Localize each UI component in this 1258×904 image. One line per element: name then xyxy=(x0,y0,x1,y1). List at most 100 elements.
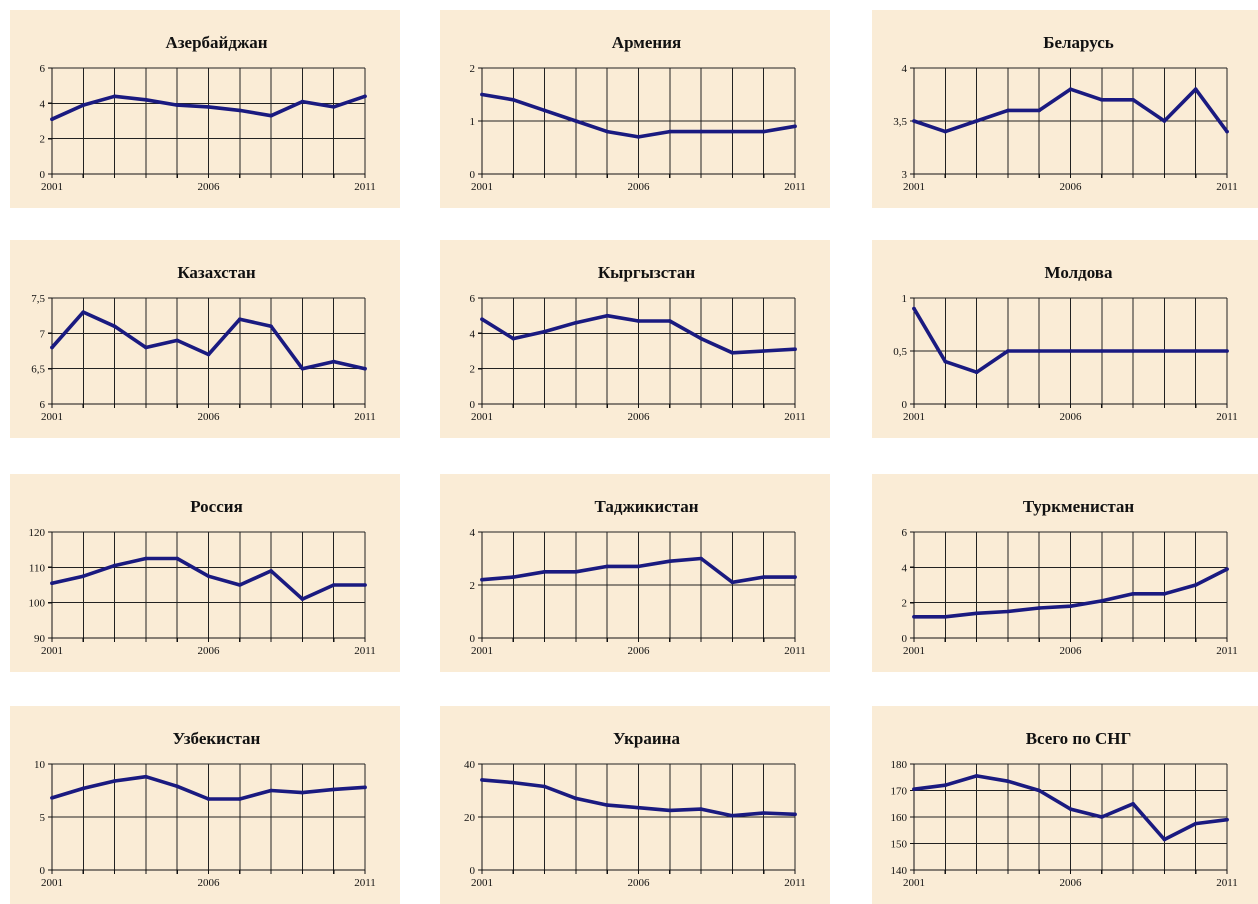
data-point xyxy=(238,109,242,113)
x-tick-label: 2006 xyxy=(1060,411,1083,423)
chart-title: Узбекистан xyxy=(173,729,261,748)
data-point xyxy=(144,98,148,102)
data-point xyxy=(50,346,54,350)
x-tick-label: 2001 xyxy=(471,877,493,889)
data-point xyxy=(480,578,484,582)
data-point xyxy=(363,786,367,790)
chart-panel: Всего по СНГ 140 150 160 170 180 2001 2006 2011 xyxy=(872,706,1258,904)
x-tick-label: 2001 xyxy=(41,411,63,423)
y-tick-label: 6,5 xyxy=(31,364,45,376)
data-point xyxy=(50,796,54,800)
data-point xyxy=(699,557,703,561)
line-chart: Молдова 0 0,5 1 2001 2006 2011 xyxy=(872,240,1258,438)
data-point xyxy=(301,597,305,601)
x-tick-label: 2006 xyxy=(198,645,221,657)
y-tick-label: 6 xyxy=(40,399,46,411)
data-point xyxy=(1006,109,1010,113)
data-point xyxy=(1006,349,1010,353)
data-point xyxy=(637,135,641,139)
y-tick-label: 2 xyxy=(40,134,46,146)
data-point xyxy=(144,557,148,561)
y-tick-label: 180 xyxy=(891,759,908,771)
y-tick-label: 170 xyxy=(891,786,908,798)
data-point xyxy=(912,615,916,619)
x-tick-label: 2011 xyxy=(1216,181,1238,193)
chart-panel: Туркменистан 0 2 4 6 2001 2006 2011 xyxy=(872,474,1258,672)
data-point xyxy=(762,130,766,134)
y-tick-label: 10 xyxy=(34,759,46,771)
x-tick-label: 2011 xyxy=(1216,877,1238,889)
y-tick-label: 110 xyxy=(29,562,46,574)
data-point xyxy=(762,811,766,815)
data-point xyxy=(1069,349,1073,353)
data-point xyxy=(668,809,672,813)
data-point xyxy=(574,797,578,801)
data-point xyxy=(975,774,979,778)
y-tick-label: 3 xyxy=(902,169,908,181)
data-point xyxy=(50,117,54,121)
data-point xyxy=(512,98,516,102)
data-point xyxy=(605,565,609,569)
data-point xyxy=(480,778,484,782)
data-point xyxy=(975,370,979,374)
x-tick-label: 2011 xyxy=(784,181,806,193)
y-tick-label: 6 xyxy=(902,527,908,539)
line-chart: Армения 0 1 2 2001 2006 2011 xyxy=(440,10,830,208)
data-point xyxy=(238,317,242,321)
y-tick-label: 6 xyxy=(470,293,476,305)
data-point xyxy=(113,324,117,328)
data-point xyxy=(944,360,948,364)
data-point xyxy=(1163,119,1167,123)
y-tick-label: 100 xyxy=(29,598,46,610)
data-point xyxy=(793,347,797,351)
data-point xyxy=(543,109,547,113)
data-point xyxy=(363,583,367,587)
data-point xyxy=(1037,109,1041,113)
data-point xyxy=(113,564,117,568)
data-point xyxy=(1131,98,1135,102)
line-chart: Россия 90 100 110 120 2001 2006 2011 xyxy=(10,474,400,672)
chart-title: Молдова xyxy=(1045,263,1113,282)
x-tick-label: 2006 xyxy=(628,181,651,193)
data-point xyxy=(269,324,273,328)
data-point xyxy=(1100,349,1104,353)
data-point xyxy=(301,791,305,795)
data-point xyxy=(574,119,578,123)
data-point xyxy=(731,351,735,355)
y-tick-label: 7 xyxy=(40,328,46,340)
y-tick-label: 0 xyxy=(40,865,46,877)
data-point xyxy=(1100,815,1104,819)
data-point xyxy=(699,337,703,341)
x-tick-label: 2001 xyxy=(903,411,925,423)
x-tick-label: 2006 xyxy=(1060,877,1083,889)
data-point xyxy=(1037,349,1041,353)
y-tick-label: 4 xyxy=(902,63,908,75)
y-tick-label: 4 xyxy=(470,328,476,340)
data-point xyxy=(912,307,916,311)
data-point xyxy=(332,360,336,364)
chart-panel: Таджикистан 0 2 4 2001 2006 2011 xyxy=(440,474,830,672)
x-tick-label: 2011 xyxy=(1216,411,1238,423)
line-chart: Украина 0 20 40 2001 2006 2011 xyxy=(440,706,830,904)
data-point xyxy=(480,93,484,97)
data-point xyxy=(912,787,916,791)
line-chart: Всего по СНГ 140 150 160 170 180 2001 2006 2011 xyxy=(872,706,1258,904)
x-tick-label: 2001 xyxy=(471,411,493,423)
data-point xyxy=(1225,818,1229,822)
chart-panel: Армения 0 1 2 2001 2006 2011 xyxy=(440,10,830,208)
data-point xyxy=(605,130,609,134)
data-point xyxy=(668,130,672,134)
y-tick-label: 20 xyxy=(464,812,476,824)
data-point xyxy=(512,575,516,579)
x-tick-label: 2006 xyxy=(1060,181,1083,193)
data-point xyxy=(144,346,148,350)
data-point xyxy=(762,349,766,353)
data-point xyxy=(512,337,516,341)
data-point xyxy=(543,785,547,789)
data-point xyxy=(332,105,336,109)
line-chart: Таджикистан 0 2 4 2001 2006 2011 xyxy=(440,474,830,672)
data-point xyxy=(731,814,735,818)
x-tick-label: 2006 xyxy=(628,411,651,423)
y-tick-label: 0 xyxy=(470,169,476,181)
data-point xyxy=(699,130,703,134)
